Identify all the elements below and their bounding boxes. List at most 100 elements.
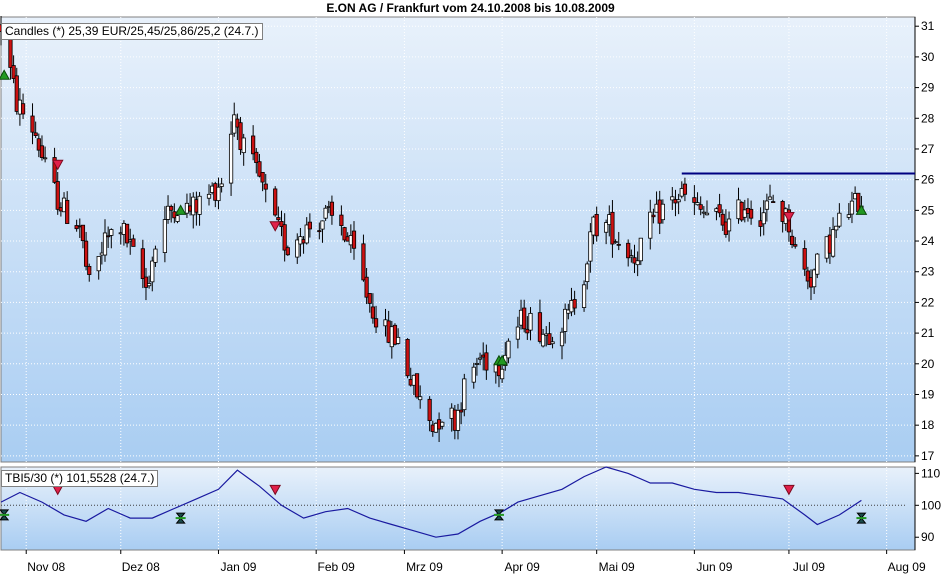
y-tick-label: 24 — [921, 234, 935, 248]
candle-down — [143, 276, 149, 288]
candle-up — [846, 214, 851, 218]
candle-up — [165, 205, 171, 220]
candle-down — [525, 328, 530, 334]
indicator-buy-marker — [856, 517, 867, 524]
candle-down — [307, 221, 312, 230]
candle-up — [563, 308, 568, 332]
candle-down — [254, 151, 259, 163]
candle-up — [96, 256, 101, 272]
candle-down — [367, 293, 372, 304]
candle-up — [585, 263, 590, 283]
candle-down — [282, 224, 287, 251]
candle-down — [260, 171, 265, 183]
chart-title: E.ON AG / Frankfurt vom 24.10.2008 bis 1… — [326, 1, 615, 15]
indicator-y-tick-label: 100 — [921, 498, 941, 512]
y-tick-label: 28 — [921, 111, 935, 125]
y-tick-label: 19 — [921, 387, 935, 401]
y-tick-label: 31 — [921, 19, 935, 33]
candle-down — [30, 115, 35, 133]
y-tick-label: 25 — [921, 203, 935, 217]
candle-up — [604, 222, 609, 233]
candle-down — [263, 183, 268, 190]
candle-up — [197, 195, 202, 215]
candle-down — [370, 306, 376, 319]
candle-down — [251, 135, 256, 155]
candle-down — [83, 240, 89, 267]
candle-up — [676, 199, 681, 203]
candle-up — [320, 220, 325, 230]
x-tick-label: Nov 08 — [27, 560, 65, 574]
candle-up — [206, 193, 212, 199]
x-tick-label: Aug 09 — [888, 560, 926, 574]
x-tick-label: Jul 09 — [793, 560, 825, 574]
price-panel-background — [0, 16, 916, 463]
candle-up — [43, 157, 48, 160]
x-tick-label: Dez 08 — [122, 560, 160, 574]
candle-down — [257, 161, 262, 177]
x-tick-label: Mrz 09 — [406, 560, 443, 574]
candle-up — [761, 212, 766, 225]
candle-down — [276, 217, 281, 221]
indicator-buy-marker — [0, 514, 10, 521]
candle-up — [629, 255, 634, 258]
x-tick-label: Mai 09 — [599, 560, 635, 574]
candle-up — [515, 326, 520, 340]
candle-up — [109, 229, 114, 236]
candle-down — [749, 208, 754, 219]
candle-up — [175, 215, 180, 222]
sell-signal-marker — [51, 159, 64, 171]
candle-up — [648, 211, 653, 239]
candle-up — [588, 231, 593, 262]
candle-down — [39, 145, 45, 158]
candle-up — [815, 253, 820, 275]
candle-up — [295, 239, 300, 258]
candle-down — [651, 214, 656, 218]
candle-down — [414, 373, 420, 398]
candle-down — [373, 318, 379, 328]
x-tick-label: Jan 09 — [220, 560, 256, 574]
sell-signal-marker — [269, 221, 282, 232]
candle-up — [418, 396, 423, 401]
y-tick-label: 29 — [921, 81, 935, 95]
candle-down — [405, 338, 410, 377]
indicator-y-tick-label: 90 — [921, 530, 935, 544]
candle-up — [440, 421, 445, 427]
candle-down — [14, 75, 19, 112]
buy-signal-marker — [0, 69, 11, 80]
candle-up — [506, 340, 511, 359]
y-tick-label: 23 — [921, 265, 935, 279]
candle-up — [704, 212, 710, 216]
candle-up — [323, 207, 328, 219]
candle-up — [837, 212, 842, 227]
candle-down — [616, 243, 621, 246]
y-tick-label: 30 — [921, 50, 935, 64]
candle-down — [547, 333, 552, 345]
indicator-buy-marker — [856, 512, 867, 519]
candle-down — [87, 266, 92, 275]
candle-down — [65, 199, 70, 224]
candle-down — [20, 103, 26, 115]
candle-down — [698, 204, 703, 210]
candle-up — [638, 237, 643, 262]
candle-down — [771, 201, 776, 203]
candle-down — [169, 206, 174, 211]
y-tick-label: 17 — [921, 449, 935, 463]
candle-up — [701, 211, 706, 214]
candle-down — [717, 204, 722, 214]
candle-down — [364, 276, 369, 298]
candle-up — [764, 200, 769, 210]
candle-down — [279, 221, 284, 227]
candle-down — [610, 211, 615, 245]
sell-signal-marker — [783, 211, 795, 223]
candle-down — [11, 65, 16, 79]
candle-up — [474, 363, 480, 365]
candle-down — [459, 409, 464, 413]
indicator-label: TBI5/30 (*) 101,5528 (24.7.) — [1, 470, 159, 487]
candle-up — [153, 248, 158, 263]
buy-signal-marker — [855, 204, 868, 215]
candle-down — [339, 214, 344, 226]
candle-up — [396, 336, 401, 344]
candle-up — [834, 225, 839, 231]
